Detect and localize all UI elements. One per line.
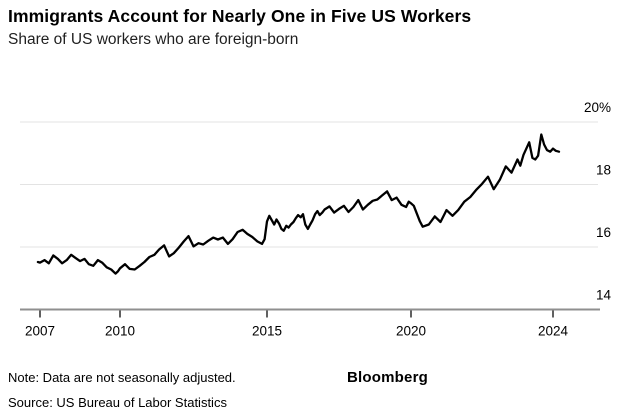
- y-axis-label: 16: [596, 225, 611, 240]
- chart-note: Note: Data are not seasonally adjusted.: [8, 370, 236, 385]
- x-axis-label: 2007: [25, 324, 55, 339]
- chart-subtitle: Share of US workers who are foreign-born: [8, 31, 299, 48]
- chart-title: Immigrants Account for Nearly One in Fiv…: [8, 6, 472, 26]
- y-axis-label: 14: [596, 288, 612, 303]
- y-axis-label: 18: [596, 163, 611, 178]
- bloomberg-wordmark: Bloomberg: [347, 369, 428, 386]
- x-axis-label: 2020: [396, 324, 426, 339]
- x-axis-label: 2010: [105, 324, 135, 339]
- x-axis-label: 2015: [252, 324, 282, 339]
- y-axis-label: 20%: [584, 100, 611, 115]
- x-axis-label: 2024: [538, 324, 569, 339]
- chart-source: Source: US Bureau of Labor Statistics: [8, 395, 227, 410]
- data-series-line: [36, 133, 561, 275]
